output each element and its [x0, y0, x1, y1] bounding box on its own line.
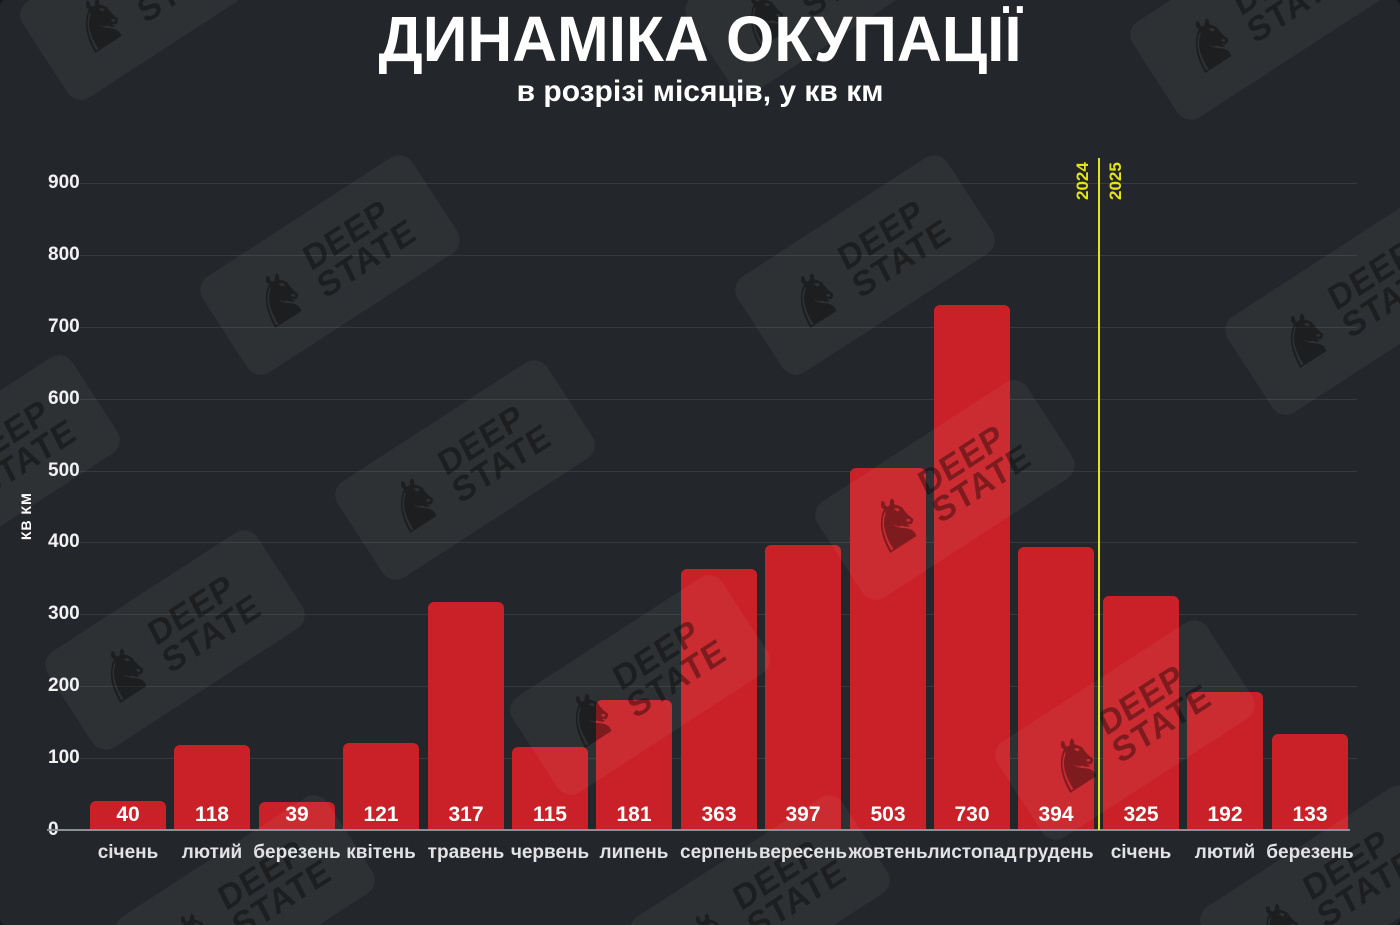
bar-value-label: 192: [1207, 803, 1243, 826]
bar: [1272, 734, 1348, 830]
year-label-2025: 2025: [1106, 162, 1125, 200]
x-axis-line: [47, 829, 1350, 831]
bar-value-label: 397: [785, 803, 821, 826]
bar: [512, 747, 588, 830]
bar-value-label: 317: [448, 803, 484, 826]
chart-subtitle: в розрізі місяців, у кв км: [516, 75, 884, 109]
bar: [343, 743, 419, 830]
y-gridline: [80, 471, 1357, 472]
bar-value-label: 394: [1038, 803, 1074, 826]
bar-value-label: 39: [285, 803, 309, 826]
y-tick-label: 800: [48, 244, 80, 265]
chart-title: ДИНАМІКА ОКУПАЦІЇ: [378, 3, 1022, 75]
x-tick-label: червень: [510, 842, 590, 863]
y-gridline: [80, 542, 1357, 543]
x-tick-label: березень: [253, 842, 341, 863]
bar-value-label: 325: [1123, 803, 1159, 826]
bar-value-label: 730: [954, 803, 990, 826]
bar-value-label: 121: [363, 803, 399, 826]
x-tick-label: листопад: [927, 842, 1017, 863]
y-tick-label: 900: [48, 172, 80, 193]
y-gridline: [80, 399, 1357, 400]
bar-value-label: 118: [195, 803, 229, 826]
knight-chess-icon: ♞: [1233, 881, 1323, 925]
x-tick-label: травень: [427, 842, 505, 863]
bar: [681, 569, 757, 830]
x-tick-label: лютий: [1194, 842, 1256, 863]
bar-value-label: 503: [870, 803, 906, 826]
year-divider-line: [1098, 158, 1100, 830]
knight-chess-icon: ♞: [768, 251, 859, 346]
x-tick-label: лютий: [181, 842, 243, 863]
chart-header: ДИНАМІКА ОКУПАЦІЇ в розрізі місяців, у к…: [0, 0, 1400, 109]
bar: [1018, 547, 1094, 830]
x-tick-label: березень: [1266, 842, 1354, 863]
x-tick-label: жовтень: [848, 842, 928, 863]
bar: [765, 545, 841, 830]
x-tick-label: січень: [1110, 842, 1172, 863]
x-tick-label: серпень: [680, 842, 758, 863]
bar-value-label: 181: [616, 803, 652, 826]
y-tick-label: 400: [48, 531, 80, 552]
x-tick-label: квітень: [346, 842, 416, 863]
y-tick-label: 300: [48, 603, 80, 624]
y-gridline: [80, 183, 1357, 184]
bar: [174, 745, 250, 830]
bar-value-label: 363: [701, 803, 737, 826]
bar-value-label: 133: [1292, 803, 1328, 826]
x-tick-label: грудень: [1018, 842, 1094, 863]
y-tick-label: 600: [48, 388, 80, 409]
bar: [1103, 596, 1179, 830]
bar: [90, 801, 166, 830]
knight-chess-icon: ♞: [233, 251, 324, 346]
x-tick-label: липень: [599, 842, 669, 863]
knight-chess-icon: ♞: [663, 891, 753, 925]
bar: [596, 700, 672, 830]
y-gridline: [80, 255, 1357, 256]
bar: [428, 602, 504, 830]
y-tick-label: 500: [48, 460, 80, 481]
y-axis-title: КВ КМ: [18, 492, 34, 540]
y-tick-label: 200: [48, 675, 80, 696]
bar: [1187, 692, 1263, 830]
bar: [850, 468, 926, 830]
bar: [259, 802, 335, 830]
y-gridline: [80, 327, 1357, 328]
y-tick-label: 100: [48, 747, 80, 768]
bar-value-label: 115: [533, 803, 567, 826]
knight-chess-icon: ♞: [148, 891, 238, 925]
knight-chess-icon: ♞: [1258, 291, 1349, 386]
knight-chess-icon: ♞: [78, 626, 169, 721]
x-tick-label: січень: [97, 842, 159, 863]
x-tick-label: вересень: [758, 842, 848, 863]
y-tick-label: 700: [48, 316, 80, 337]
year-label-2024: 2024: [1073, 162, 1092, 200]
bar-value-label: 40: [116, 803, 140, 826]
bar: [934, 305, 1010, 830]
knight-chess-icon: ♞: [368, 456, 459, 551]
